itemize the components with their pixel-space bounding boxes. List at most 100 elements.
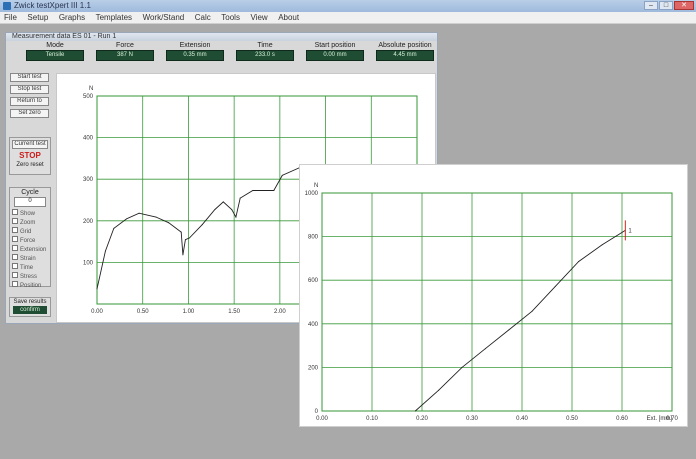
readout-start-position: Start position 0.00 mm xyxy=(306,42,364,61)
checkbox-label: Force xyxy=(20,238,36,244)
status-value: STOP xyxy=(19,151,41,160)
data-point xyxy=(281,174,283,176)
data-point xyxy=(201,224,203,226)
readout-extension: Extension 0.35 mm xyxy=(166,42,224,61)
x-unit-label: Ext. [mm] xyxy=(647,416,673,422)
checkbox-label: Extension xyxy=(20,247,47,253)
menu-work-stand[interactable]: Work/Stand xyxy=(142,13,185,22)
data-point xyxy=(578,261,580,263)
checkbox-extension[interactable]: Extension xyxy=(10,245,50,254)
minimize-button[interactable]: – xyxy=(644,1,658,10)
menu-file[interactable]: File xyxy=(4,13,17,22)
cycle-field[interactable]: 0 xyxy=(14,197,46,207)
child-window-title: Measurement data ES 01 - Run 1 xyxy=(6,33,437,41)
data-point xyxy=(264,190,266,192)
chart-popup: 0.00 0.10 0.20 0.30 0.40 0.50 0.60 0.70 0 200 400 6… xyxy=(299,164,688,427)
options-group: Cycle 0 Show Zoom Grid Force Extension S… xyxy=(9,187,51,290)
set-zero-button[interactable]: Set zero xyxy=(10,109,49,118)
menu-tools[interactable]: Tools xyxy=(221,13,240,22)
x-tick-label: 0.50 xyxy=(566,416,578,422)
readout-label: Start position xyxy=(314,42,356,49)
data-point xyxy=(168,222,170,224)
x-tick-label: 0.00 xyxy=(316,416,328,422)
checkbox-label: Position xyxy=(20,283,42,289)
data-point xyxy=(239,197,241,199)
readout-value: 233.0 s xyxy=(236,50,294,61)
checkbox-time[interactable]: Time xyxy=(10,263,50,272)
readout-time: Time 233.0 s xyxy=(236,42,294,61)
checkbox-position[interactable]: Position xyxy=(10,281,50,290)
checkbox-stress[interactable]: Stress xyxy=(10,272,50,281)
status-label: Current test xyxy=(12,140,48,149)
data-point xyxy=(554,285,556,287)
menu-graphs[interactable]: Graphs xyxy=(58,13,86,22)
checkbox-label: Stress xyxy=(20,274,38,280)
data-point xyxy=(273,190,275,192)
data-point xyxy=(104,250,106,252)
menu-calc[interactable]: Calc xyxy=(194,13,211,22)
y-tick-label: 600 xyxy=(308,278,319,284)
x-tick-label: 0.30 xyxy=(466,416,478,422)
readout-label: Time xyxy=(257,42,273,49)
data-point xyxy=(214,208,216,210)
menu-bar: File Setup Graphs Templates Work/Stand C… xyxy=(0,12,696,24)
menu-about[interactable]: About xyxy=(278,13,300,22)
readout-value: 387 N xyxy=(96,50,154,61)
checkbox-label: Strain xyxy=(20,256,36,262)
y-tick-label: 500 xyxy=(83,94,94,100)
y-unit-label: N xyxy=(89,86,93,92)
checkbox-zoom[interactable]: Zoom xyxy=(10,218,50,227)
x-tick-label: 0.60 xyxy=(616,416,628,422)
window-title: Zwick testXpert III 1.1 xyxy=(14,1,91,10)
checkbox-label: Time xyxy=(20,265,34,271)
data-point xyxy=(138,212,140,214)
readout-bar: Mode Tensile Force 387 N Extension 0.35 … xyxy=(26,42,436,63)
x-tick-label: 2.00 xyxy=(274,309,286,315)
window-titlebar: Zwick testXpert III 1.1 – □ ✕ xyxy=(0,0,696,12)
checkbox-show[interactable]: Show xyxy=(10,209,50,218)
data-point xyxy=(601,244,603,246)
y-tick-label: 100 xyxy=(83,260,94,266)
checkbox-strain[interactable]: Strain xyxy=(10,254,50,263)
checkbox-label: Zoom xyxy=(20,220,36,226)
readout-value: 4.45 mm xyxy=(376,50,434,61)
save-group: Save results confirm xyxy=(9,297,51,317)
status-sub: Zero reset xyxy=(16,162,44,168)
data-point xyxy=(508,329,510,331)
readout-label: Mode xyxy=(46,42,64,49)
checkbox-label: Show xyxy=(20,211,36,217)
y-tick-label: 400 xyxy=(83,136,94,142)
close-button[interactable]: ✕ xyxy=(674,1,694,10)
start-test-button[interactable]: Start test xyxy=(10,73,49,82)
data-point xyxy=(222,201,224,203)
checkbox-force[interactable]: Force xyxy=(10,236,50,245)
checkbox-label: Grid xyxy=(20,229,32,235)
save-button[interactable]: confirm xyxy=(13,306,47,314)
data-point xyxy=(461,366,463,368)
x-tick-label: 1.00 xyxy=(183,309,195,315)
popup-chart-canvas: 0.00 0.10 0.20 0.30 0.40 0.50 0.60 0.70 0 200 400 6… xyxy=(305,183,679,422)
data-point xyxy=(113,227,115,229)
break-marker-label: 1 xyxy=(628,228,632,234)
y-tick-label: 300 xyxy=(83,177,94,183)
menu-templates[interactable]: Templates xyxy=(95,13,133,22)
checkbox-grid[interactable]: Grid xyxy=(10,227,50,236)
y-tick-label: 400 xyxy=(308,322,319,328)
menu-setup[interactable]: Setup xyxy=(27,13,49,22)
return-to-start-button[interactable]: Return to start xyxy=(10,97,49,106)
readout-label: Extension xyxy=(179,42,211,49)
data-point xyxy=(235,216,237,218)
data-point xyxy=(155,216,157,218)
y-unit-label: N xyxy=(314,183,318,189)
readout-value: 0.00 mm xyxy=(306,50,364,61)
menu-view[interactable]: View xyxy=(250,13,268,22)
x-tick-label: 0.10 xyxy=(366,416,378,422)
maximize-button[interactable]: □ xyxy=(659,1,673,10)
options-title: Cycle xyxy=(21,189,39,196)
stop-test-button[interactable]: Stop test xyxy=(10,85,49,94)
y-tick-label: 1000 xyxy=(305,191,319,197)
x-tick-label: 1.50 xyxy=(228,309,240,315)
x-tick-label: 0.50 xyxy=(137,309,149,315)
readout-absolute-position: Absolute position 4.45 mm xyxy=(376,42,434,61)
app-icon xyxy=(3,2,11,10)
